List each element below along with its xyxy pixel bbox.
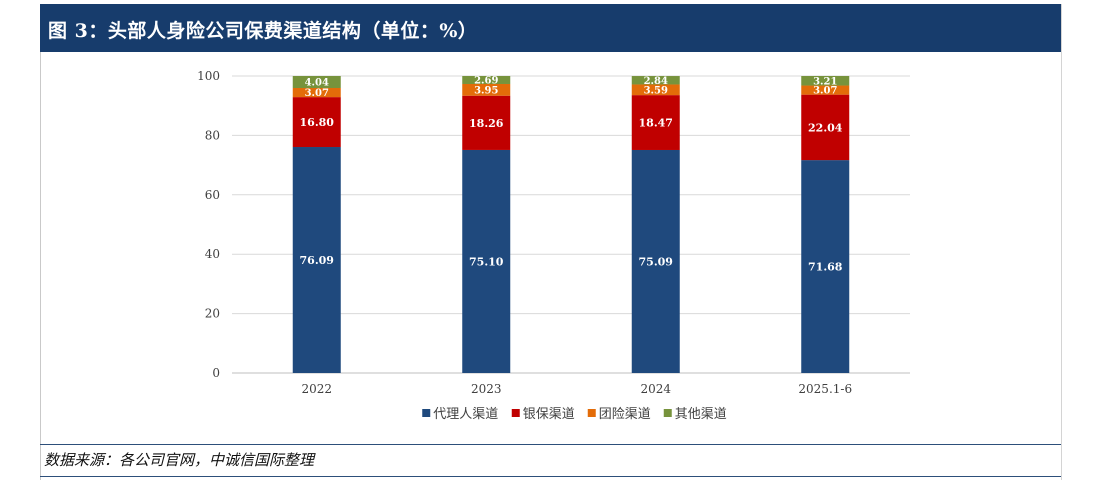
data-label: 76.09 [300, 254, 334, 267]
legend-swatch [663, 409, 672, 417]
data-label: 2.69 [474, 76, 498, 87]
bar-segment [631, 149, 680, 373]
data-label: 3.07 [305, 88, 329, 99]
bar-segment [801, 94, 850, 161]
source-divider-bottom [40, 476, 1061, 477]
y-tick-label: 100 [197, 69, 220, 83]
data-label: 75.09 [639, 255, 673, 268]
data-label: 22.04 [808, 121, 843, 134]
bar-segment [292, 147, 341, 373]
data-label: 2.84 [644, 76, 668, 87]
y-tick-label: 40 [205, 247, 220, 261]
legend-label: 其他渠道 [675, 407, 727, 422]
chart-title: 图 3：头部人身险公司保费渠道结构（单位：%） [48, 20, 478, 42]
source-note: 数据来源：各公司官网，中诚信国际整理 [44, 451, 315, 469]
x-tick-label: 2024 [640, 382, 671, 396]
bar-segment [462, 149, 511, 373]
data-label: 3.59 [644, 85, 668, 96]
legend-swatch [511, 409, 520, 417]
data-label: 4.04 [305, 78, 329, 89]
bar-segment [292, 97, 341, 148]
data-label: 3.07 [813, 86, 837, 97]
bar-segment [801, 76, 850, 86]
data-label: 16.80 [300, 116, 335, 129]
bar-segment [292, 76, 341, 88]
y-tick-label: 80 [205, 128, 220, 142]
data-label: 71.68 [808, 261, 843, 274]
x-tick-label: 2023 [471, 382, 502, 396]
data-label: 3.95 [474, 85, 498, 96]
bar-segment [801, 85, 850, 95]
y-tick-label: 60 [205, 188, 220, 202]
bar-segment [462, 83, 511, 96]
data-label: 18.47 [639, 117, 673, 130]
bar-segment [801, 160, 850, 373]
bar-segment [292, 87, 341, 98]
legend-swatch [587, 409, 596, 417]
data-label: 3.21 [813, 76, 837, 87]
x-tick-label: 2025.1-6 [798, 382, 852, 396]
bar-segment [631, 95, 680, 150]
bar-segment [462, 95, 511, 150]
source-divider-top [40, 444, 1061, 445]
legend-label: 团险渠道 [599, 407, 651, 422]
data-label: 18.26 [469, 117, 504, 130]
y-tick-label: 0 [212, 366, 220, 380]
right-border [1061, 4, 1062, 480]
bar-segment [631, 84, 680, 96]
x-tick-label: 2022 [301, 382, 332, 396]
legend-label: 代理人渠道 [433, 407, 498, 422]
legend-label: 银保渠道 [523, 407, 575, 422]
legend-swatch [422, 409, 431, 417]
y-tick-label: 20 [205, 307, 220, 321]
bar-segment [631, 76, 680, 85]
bar-segment [462, 76, 511, 84]
left-border [40, 52, 41, 480]
title-bar: 图 3：头部人身险公司保费渠道结构（单位：%） [40, 4, 1061, 52]
data-label: 75.10 [469, 255, 504, 268]
